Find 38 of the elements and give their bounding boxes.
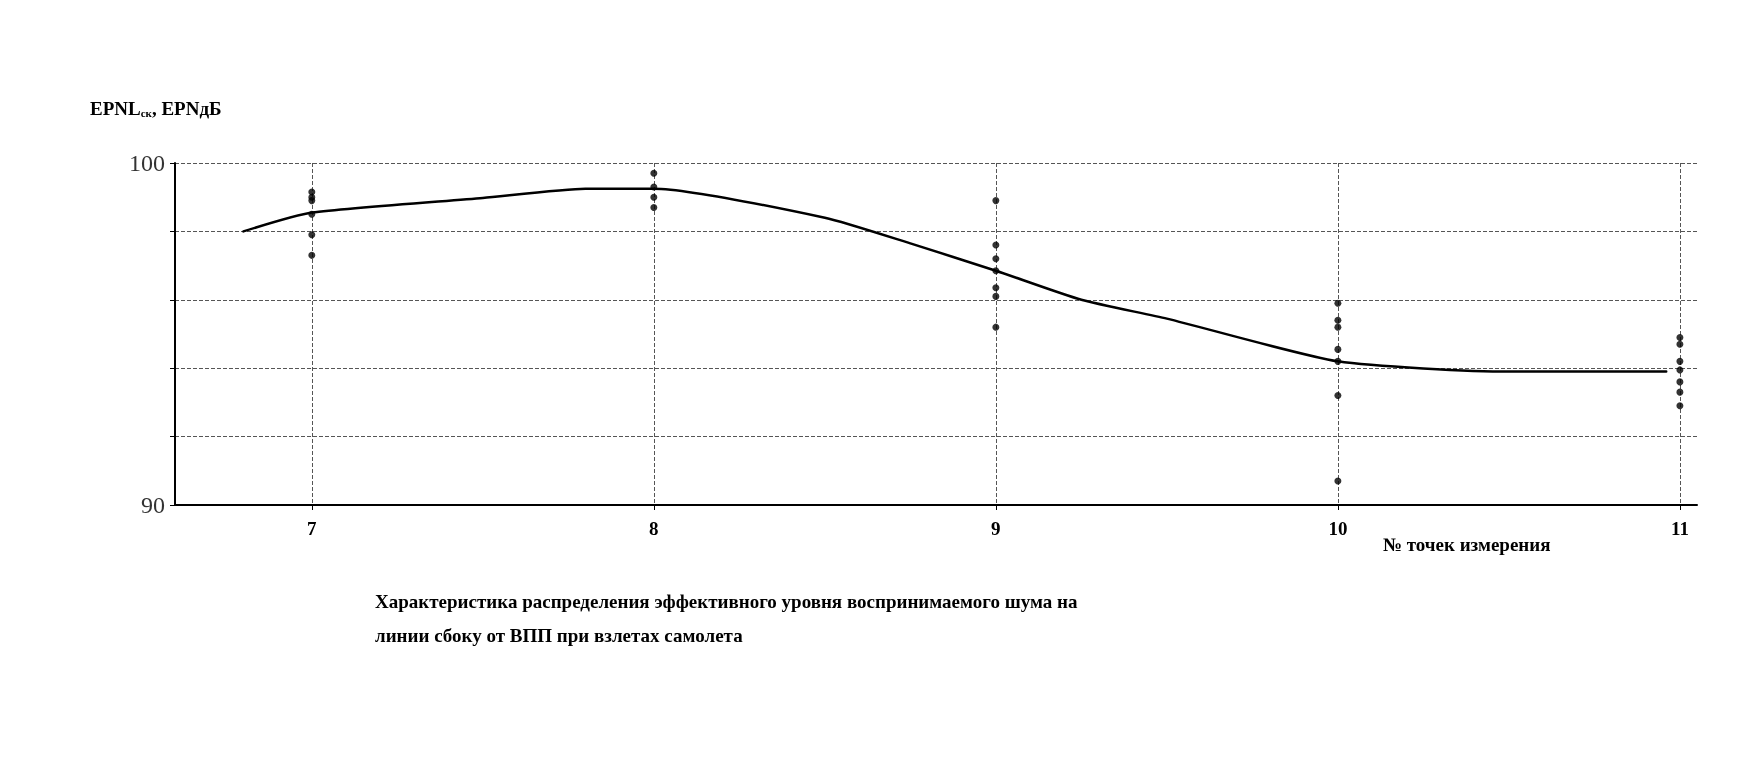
x-axis-title: № точек измерения bbox=[1382, 534, 1551, 555]
point bbox=[992, 267, 1000, 275]
point bbox=[650, 183, 658, 191]
point bbox=[308, 251, 316, 259]
point bbox=[650, 193, 658, 201]
point bbox=[1334, 357, 1342, 365]
point bbox=[1676, 388, 1684, 396]
point bbox=[1676, 333, 1684, 341]
x-tick-label: 11 bbox=[1670, 518, 1689, 539]
point bbox=[308, 210, 316, 218]
point bbox=[992, 241, 1000, 249]
point bbox=[992, 255, 1000, 263]
point bbox=[992, 284, 1000, 292]
point bbox=[992, 323, 1000, 331]
point bbox=[650, 203, 658, 211]
point bbox=[1676, 340, 1684, 348]
point bbox=[1334, 323, 1342, 331]
point bbox=[1676, 357, 1684, 365]
x-tick-label: 7 bbox=[307, 518, 318, 539]
point bbox=[650, 169, 658, 177]
y-tick-label: 90 bbox=[141, 492, 165, 518]
point bbox=[992, 197, 1000, 205]
point bbox=[308, 231, 316, 239]
x-tick-label: 8 bbox=[649, 518, 659, 539]
point bbox=[1676, 378, 1684, 386]
text: Характеристика распределения эффективного уровня воспринимаемого шума на линии сбоку от ВПП при взлетах самолета bbox=[375, 590, 1078, 646]
x-tick-label: 10 bbox=[1328, 518, 1348, 539]
x-tick-label: 9 bbox=[991, 518, 1001, 539]
point bbox=[1334, 316, 1342, 324]
point bbox=[1676, 366, 1684, 374]
point bbox=[1334, 345, 1342, 353]
point bbox=[1676, 402, 1684, 410]
y-tick-label: 100 bbox=[129, 150, 165, 176]
point bbox=[1334, 392, 1342, 400]
point bbox=[992, 292, 1000, 300]
y-axis-title: EPNLск, EPNдБ bbox=[90, 98, 222, 119]
point bbox=[308, 197, 316, 205]
point bbox=[1334, 299, 1342, 307]
